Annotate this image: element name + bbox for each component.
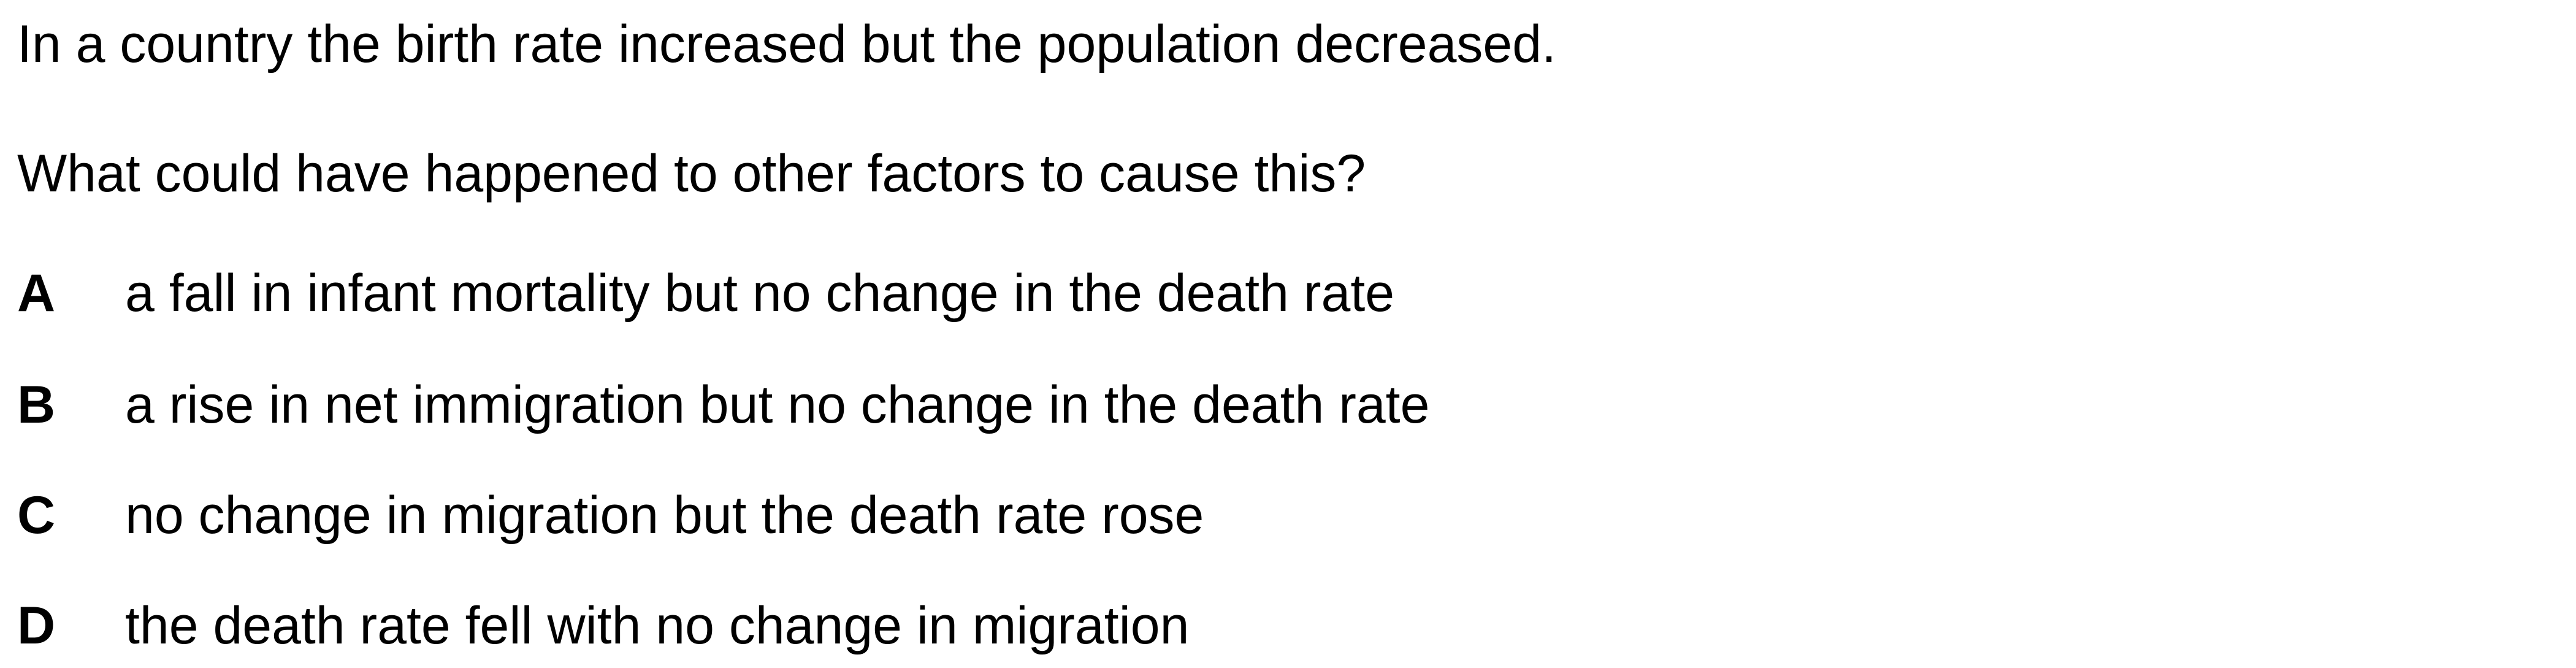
option-text: the death rate fell with no change in mi… (125, 596, 1190, 655)
question-stem: In a country the birth rate increased bu… (17, 15, 1556, 74)
option-letter: B (17, 375, 56, 434)
option-text: no change in migration but the death rat… (125, 486, 1204, 545)
option-letter: D (17, 596, 56, 655)
option-text: a rise in net immigration but no change … (125, 375, 1430, 434)
option-letter: A (17, 264, 56, 323)
option-text: a fall in infant mortality but no change… (125, 264, 1395, 323)
question-prompt: What could have happened to other factor… (17, 144, 1366, 203)
option-letter: C (17, 486, 56, 545)
